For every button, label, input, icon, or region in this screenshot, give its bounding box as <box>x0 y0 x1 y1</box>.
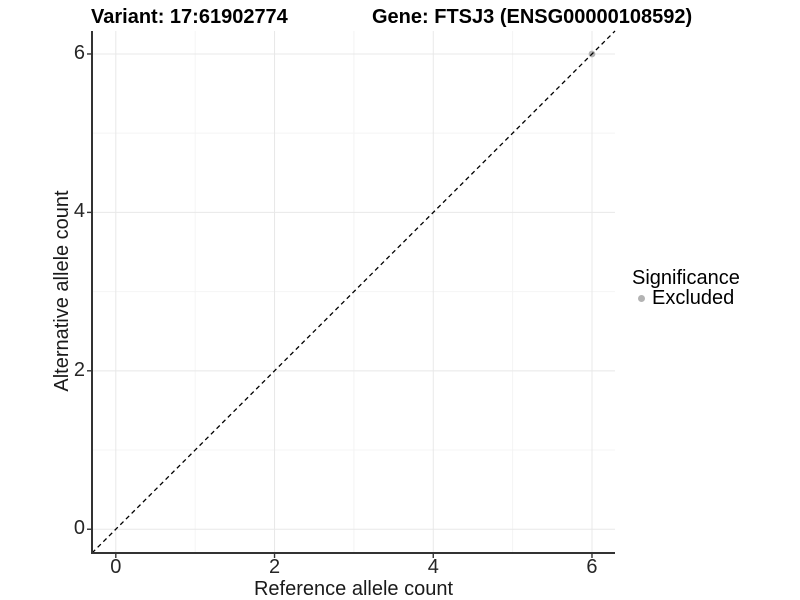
x-tick-label: 4 <box>427 556 439 578</box>
legend-items: Excluded <box>632 287 740 309</box>
legend-point-icon <box>637 294 645 302</box>
x-axis-title: Reference allele count <box>253 578 453 600</box>
x-tick-label: 0 <box>110 556 122 578</box>
gene-title: Gene: FTSJ3 (ENSG00000108592) <box>372 6 693 28</box>
x-tick-label: 2 <box>268 556 281 578</box>
variant-title: Variant: 17:61902774 <box>91 6 288 28</box>
legend-key <box>632 289 650 307</box>
legend-item: Excluded <box>632 287 740 309</box>
legend-title: Significance <box>632 267 740 289</box>
legend: Significance Excluded <box>632 267 740 309</box>
identity-line <box>91 30 616 554</box>
y-tick-label: 4 <box>73 200 85 223</box>
x-tick-label: 6 <box>586 556 598 578</box>
y-tick-label: 6 <box>73 41 85 64</box>
y-tick-label: 2 <box>73 358 85 381</box>
legend-item-label: Excluded <box>652 287 735 309</box>
y-tick-label: 0 <box>73 517 85 540</box>
